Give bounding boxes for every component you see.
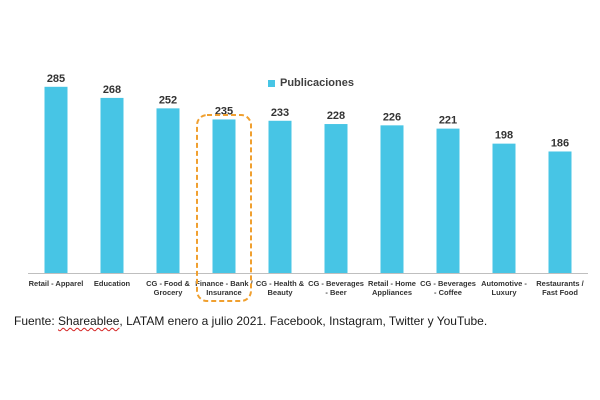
bar [44, 86, 68, 273]
data-label: 268 [103, 84, 121, 96]
bar [100, 97, 124, 273]
legend-swatch [268, 79, 275, 87]
highlight-box [196, 114, 252, 302]
bar [380, 125, 404, 273]
data-label: 252 [159, 94, 177, 106]
category-tick-label: CG - Beverages - Beer [308, 279, 364, 297]
data-label: 285 [47, 73, 65, 85]
category-tick-label: Finance - Bank / Insurance [195, 279, 253, 297]
bar [492, 143, 516, 273]
bar [548, 151, 572, 273]
legend-label: Publicaciones [280, 77, 354, 89]
data-label: 228 [327, 110, 345, 122]
source-suffix: , LATAM enero a julio 2021. Facebook, In… [119, 314, 488, 328]
bar [436, 128, 460, 273]
data-label: 221 [439, 115, 457, 127]
data-label: 233 [271, 107, 289, 119]
category-tick-label: Restaurants / Fast Food [536, 279, 584, 297]
source-prefix: Fuente: [14, 314, 59, 328]
bar [156, 108, 180, 273]
bar [212, 119, 236, 273]
chart-legend: Publicaciones [268, 77, 354, 89]
data-label: 186 [551, 137, 569, 149]
category-tick-label: CG - Beverages - Coffee [420, 279, 476, 297]
category-tick-label: Education [94, 279, 131, 288]
source-note: Fuente: Shareablee, LATAM enero a julio … [14, 314, 487, 328]
category-tick-label: Automotive -Luxury [481, 279, 527, 297]
category-tick-label: Retail - Home Appliances [368, 279, 416, 297]
data-label: 198 [495, 130, 513, 142]
category-tick-label: CG - Health & Beauty [256, 279, 305, 297]
bar [324, 124, 348, 273]
source-brand: Shareablee [58, 314, 120, 328]
category-tick-label: CG - Food & Grocery [146, 279, 190, 297]
bar [268, 120, 292, 273]
data-label: 226 [383, 111, 401, 123]
category-tick-label: Retail - Apparel [29, 279, 84, 288]
